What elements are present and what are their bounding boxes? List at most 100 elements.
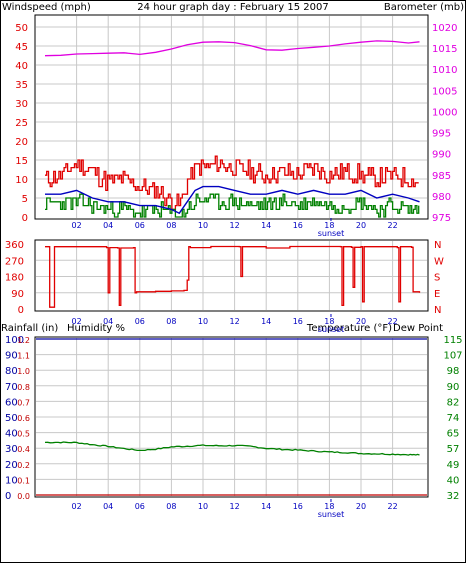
barometer-y-tick-label: 1020: [432, 23, 457, 34]
rainfall-axis-label: Rainfall (in): [1, 323, 58, 334]
barometer-y-tick-label: 975: [432, 213, 451, 224]
x-tick-label-humidity: 18: [324, 502, 334, 511]
x-tick-label-wind: 14: [261, 221, 271, 230]
direction-y-tick-label: 180: [5, 273, 24, 284]
temperature-y-tick-label: 49: [447, 460, 460, 471]
humidity-axis-label: Humidity %: [67, 323, 125, 334]
humidity-y-tick-label: 60: [5, 397, 18, 408]
rainfall-y-tick-label: 0.8: [17, 383, 30, 392]
x-tick-label-direction: 10: [198, 317, 208, 326]
wind-direction-series-line: [45, 245, 421, 308]
x-tick-label-direction: 14: [261, 317, 271, 326]
direction-y-tick-label: 0: [18, 305, 24, 316]
sunset-marker-wind: sunset: [318, 229, 345, 238]
rainfall-y-tick-label: 0.5: [17, 430, 30, 439]
direction-y-tick-label: 360: [5, 240, 24, 251]
wind-avg-series-line: [45, 185, 420, 215]
x-tick-label-humidity: 12: [230, 502, 240, 511]
x-tick-label-direction: 18: [324, 317, 334, 326]
barometer-y-tick-label: 985: [432, 171, 451, 182]
wind-y-tick-label: 10: [15, 175, 28, 186]
x-tick-label-humidity: 02: [72, 502, 82, 511]
x-tick-label-humidity: 06: [135, 502, 145, 511]
wind-y-tick-label: 50: [15, 23, 28, 34]
temperature-series-line: [44, 441, 420, 456]
wind-gust-series-line: [45, 155, 419, 211]
barometer-y-tick-label: 995: [432, 129, 451, 140]
barometer-y-tick-label: 980: [432, 192, 451, 203]
barometer-y-tick-label: 990: [432, 150, 451, 161]
temperature-y-tick-label: 115: [443, 335, 462, 346]
x-tick-label-wind: 12: [230, 221, 240, 230]
dew-point-label: Dew Point: [393, 323, 443, 334]
x-tick-label-wind: 08: [166, 221, 176, 230]
barometer-y-tick-label: 1000: [432, 107, 457, 118]
humidity-panel-border: [34, 336, 429, 498]
wind-y-tick-label: 5: [22, 194, 28, 205]
rainfall-y-tick-label: 1.0: [17, 367, 30, 376]
x-tick-label-direction: 16: [293, 317, 303, 326]
temperature-y-tick-label: 32: [447, 491, 460, 502]
x-tick-label-humidity: 14: [261, 502, 271, 511]
compass-tick-label: S: [434, 273, 440, 284]
humidity-y-tick-label: 70: [5, 382, 18, 393]
x-tick-label-humidity: 04: [103, 502, 113, 511]
x-tick-label-humidity: 20: [356, 502, 366, 511]
x-tick-label-direction: 12: [230, 317, 240, 326]
temperature-y-tick-label: 57: [447, 444, 460, 455]
x-tick-label-wind: 22: [388, 221, 398, 230]
wind-panel-border: [34, 14, 429, 220]
humidity-y-tick-label: 10: [5, 475, 18, 486]
humidity-y-tick-label: 90: [5, 351, 18, 362]
rainfall-y-tick-label: 0.4: [17, 445, 30, 454]
direction-y-tick-label: 270: [5, 256, 24, 267]
sunset-marker-direction: sunset: [318, 325, 345, 334]
temperature-y-tick-label: 40: [447, 475, 460, 486]
compass-tick-label: N: [434, 305, 441, 316]
rainfall-y-tick-label: 0.7: [17, 398, 30, 407]
x-tick-label-humidity: 16: [293, 502, 303, 511]
x-tick-label-humidity: 10: [198, 502, 208, 511]
barometer-y-tick-label: 1005: [432, 86, 457, 97]
rainfall-y-tick-label: 0.6: [17, 414, 30, 423]
x-tick-label-wind: 16: [293, 221, 303, 230]
x-tick-label-wind: 06: [135, 221, 145, 230]
direction-panel-border: [34, 239, 429, 312]
wind-y-tick-label: 15: [15, 156, 28, 167]
direction-y-tick-label: 90: [11, 289, 24, 300]
x-tick-label-direction: 08: [166, 317, 176, 326]
x-tick-label-direction: 22: [388, 317, 398, 326]
x-tick-label-humidity: 08: [166, 502, 176, 511]
humidity-y-tick-label: 20: [5, 460, 18, 471]
barometer-series-line: [44, 40, 420, 57]
humidity-y-tick-label: 40: [5, 429, 18, 440]
wind-y-tick-label: 45: [15, 42, 28, 53]
x-tick-label-humidity: 22: [388, 502, 398, 511]
temperature-y-tick-label: 65: [447, 429, 460, 440]
wind-y-tick-label: 0: [22, 213, 28, 224]
x-tick-label-wind: 02: [72, 221, 82, 230]
x-tick-label-wind: 18: [324, 221, 334, 230]
rainfall-y-tick-label: 1.1: [17, 352, 30, 361]
wind-y-tick-label: 20: [15, 137, 28, 148]
humidity-y-tick-label: 50: [5, 413, 18, 424]
humidity-y-tick-label: 100: [5, 335, 24, 346]
temperature-y-tick-label: 74: [447, 413, 460, 424]
barometer-axis-label: Barometer (mb): [384, 2, 464, 13]
x-tick-label-wind: 04: [103, 221, 113, 230]
rainfall-y-tick-label: 0.0: [17, 492, 30, 501]
temperature-y-tick-label: 107: [443, 351, 462, 362]
temperature-axis-label: Temperature (°F): [306, 323, 392, 334]
temperature-y-tick-label: 98: [447, 366, 460, 377]
compass-tick-label: W: [434, 256, 444, 267]
sunset-marker-humidity: sunset: [318, 510, 345, 519]
wind-y-tick-label: 30: [15, 99, 28, 110]
x-tick-label-wind: 10: [198, 221, 208, 230]
x-tick-label-direction: 02: [72, 317, 82, 326]
wind-y-tick-label: 25: [15, 118, 28, 129]
humidity-y-tick-label: 30: [5, 444, 18, 455]
page-title: 24 hour graph day : February 15 2007: [137, 2, 328, 13]
x-tick-label-wind: 20: [356, 221, 366, 230]
